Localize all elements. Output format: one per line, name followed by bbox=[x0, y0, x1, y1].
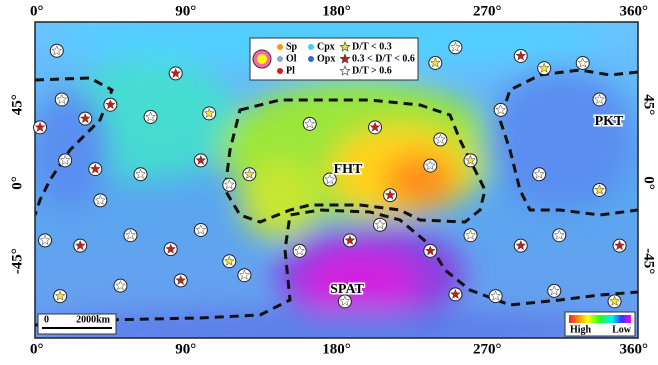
legend-icon bbox=[308, 44, 314, 50]
site-marker bbox=[134, 168, 147, 181]
lat-tick-label: 0° bbox=[9, 176, 25, 190]
lon-tick-label: 90° bbox=[175, 3, 196, 19]
site-marker bbox=[593, 93, 606, 106]
site-marker bbox=[238, 269, 251, 282]
lat-tick-label: 0° bbox=[641, 176, 657, 190]
legend-label: Ol bbox=[286, 53, 297, 64]
site-marker bbox=[194, 223, 207, 236]
lat-tick-label: -45° bbox=[9, 248, 25, 274]
legend-label: D/T < 0.3 bbox=[352, 41, 392, 52]
lon-tick-label: 270° bbox=[473, 3, 502, 19]
site-marker bbox=[434, 133, 447, 146]
site-marker bbox=[169, 67, 182, 80]
legend-icon bbox=[308, 56, 314, 62]
legend-label: D/T > 0.6 bbox=[352, 65, 392, 76]
site-marker bbox=[303, 117, 316, 130]
site-marker bbox=[514, 239, 527, 252]
scale-label: 2000km bbox=[76, 314, 111, 325]
site-marker bbox=[424, 244, 437, 257]
site-marker bbox=[54, 290, 67, 303]
site-marker bbox=[429, 56, 442, 69]
legend-label: Sp bbox=[286, 41, 298, 52]
lon-tick-label: 0° bbox=[30, 341, 44, 357]
lon-tick-label: 270° bbox=[473, 341, 502, 357]
legend-label: 0.3 < D/T < 0.6 bbox=[352, 53, 415, 64]
site-marker bbox=[104, 98, 117, 111]
legend-icon bbox=[277, 68, 283, 74]
site-marker bbox=[164, 243, 177, 256]
legend-label: Cpx bbox=[317, 41, 335, 52]
site-marker bbox=[384, 189, 397, 202]
terrane-label: PKT bbox=[595, 114, 624, 129]
colorbar-label: Low bbox=[612, 324, 632, 335]
site-marker bbox=[174, 274, 187, 287]
site-marker bbox=[79, 112, 92, 125]
legend: Sp Ol Pl Cpx Opx D/T < 0.3 0.3 < D/T < 0… bbox=[250, 38, 418, 80]
site-marker bbox=[374, 218, 387, 231]
site-marker bbox=[114, 279, 127, 292]
scale-bar: 0 2000km bbox=[38, 314, 116, 334]
site-marker bbox=[203, 107, 216, 120]
site-marker bbox=[144, 110, 157, 123]
site-marker bbox=[424, 159, 437, 172]
site-marker bbox=[223, 255, 236, 268]
lon-tick-label: 360° bbox=[620, 3, 649, 19]
site-marker bbox=[59, 154, 72, 167]
site-marker bbox=[293, 244, 306, 257]
site-marker bbox=[55, 93, 68, 106]
site-marker bbox=[533, 168, 546, 181]
site-marker bbox=[613, 239, 626, 252]
site-marker bbox=[464, 154, 477, 167]
lon-tick-label: 90° bbox=[175, 341, 196, 357]
lat-tick-label: 45° bbox=[9, 94, 25, 115]
site-marker bbox=[194, 154, 207, 167]
map-figure: FHT PKT SPAT Sp Ol Pl Cpx Opx D/T < 0.3 … bbox=[0, 0, 658, 360]
site-marker bbox=[243, 168, 256, 181]
terrane-label: SPAT bbox=[330, 282, 364, 297]
site-marker bbox=[50, 44, 63, 57]
lon-tick-label: 0° bbox=[30, 3, 44, 19]
site-marker bbox=[464, 229, 477, 242]
site-marker bbox=[538, 62, 551, 75]
site-marker bbox=[548, 284, 561, 297]
site-marker bbox=[89, 163, 102, 176]
site-marker bbox=[494, 103, 507, 116]
lat-tick-label: -45° bbox=[641, 248, 657, 274]
site-marker bbox=[553, 229, 566, 242]
site-marker bbox=[514, 49, 527, 62]
site-marker bbox=[124, 229, 137, 242]
colorbar-label: High bbox=[570, 324, 592, 335]
site-marker bbox=[39, 234, 52, 247]
colorbar: High Low bbox=[565, 312, 635, 336]
site-marker bbox=[449, 41, 462, 54]
legend-label: Pl bbox=[286, 65, 295, 76]
site-marker bbox=[34, 121, 47, 134]
scale-label: 0 bbox=[44, 314, 49, 325]
terrane-label: FHT bbox=[334, 162, 363, 177]
site-marker bbox=[449, 288, 462, 301]
lat-tick-label: 45° bbox=[641, 94, 657, 115]
legend-label: Opx bbox=[317, 53, 335, 64]
lon-tick-label: 180° bbox=[322, 341, 351, 357]
site-marker bbox=[94, 194, 107, 207]
site-marker bbox=[343, 234, 356, 247]
site-marker bbox=[74, 239, 87, 252]
site-marker bbox=[223, 178, 236, 191]
colorbar-ramp bbox=[569, 315, 631, 323]
lon-tick-label: 180° bbox=[322, 3, 351, 19]
legend-icon bbox=[277, 44, 283, 50]
site-marker bbox=[369, 121, 382, 134]
site-marker bbox=[489, 290, 502, 303]
legend-icon bbox=[277, 56, 283, 62]
site-marker bbox=[576, 56, 589, 69]
lon-tick-label: 360° bbox=[620, 341, 649, 357]
legend-icon bbox=[257, 54, 267, 64]
site-marker bbox=[608, 295, 621, 308]
site-marker bbox=[593, 183, 606, 196]
